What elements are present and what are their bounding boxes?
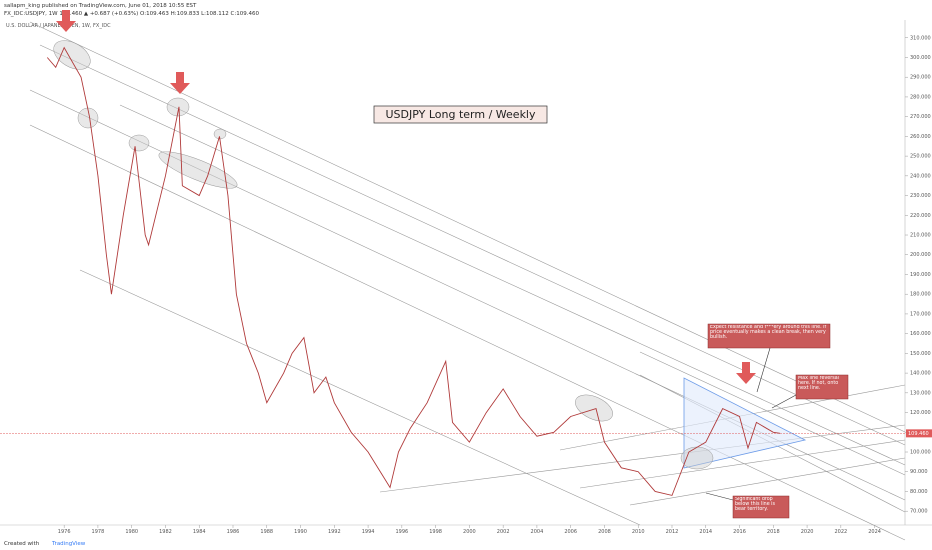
annotation-1-holder: Expect resistance and f***ery around thi…	[710, 325, 827, 340]
triangle	[683, 377, 807, 469]
annotation: Expect resistance and f***ery around thi…	[710, 325, 827, 340]
annotation-3-holder: Significant drop below this line is bear…	[735, 497, 776, 512]
y-tick-label: 300.000	[910, 55, 931, 61]
arrows	[56, 10, 756, 384]
y-tick-label: 190.000	[910, 272, 931, 278]
y-tick-label: 270.000	[910, 114, 931, 120]
x-tick-label: 2020	[801, 529, 814, 535]
x-tick-label: 2008	[598, 529, 611, 535]
symbol: U.S. DOLLAR / JAPANESE YEN, 1W, FX_IDC	[6, 23, 111, 29]
x-tick-label: 2000	[463, 529, 476, 535]
last-price-label: 109.460	[908, 431, 929, 437]
annotation: Significant drop below this line is bear…	[735, 497, 776, 512]
annotation: Max line reversal here. If not, onto nex…	[798, 376, 839, 391]
x-tick-label: 2024	[868, 529, 881, 535]
y-tick-label: 240.000	[910, 173, 931, 179]
y-tick-label: 280.000	[910, 94, 931, 100]
title-box	[373, 105, 548, 124]
y-tick-label: 250.000	[910, 154, 931, 160]
x-tick-label: 2022	[834, 529, 847, 535]
x-tick-label: 1994	[362, 529, 375, 535]
annotation-2-holder: Max line reversal here. If not, onto nex…	[798, 376, 839, 391]
y-tick-label: 260.000	[910, 134, 931, 140]
y-tick-label: 140.000	[910, 371, 931, 377]
y-tick-label: 310.000	[910, 35, 931, 41]
x-tick-label: 1996	[395, 529, 408, 535]
x-tick-label: 1992	[328, 529, 341, 535]
annotation-leaders	[705, 347, 797, 501]
x-tick-label: 2014	[699, 529, 712, 535]
x-tick-label: 1990	[294, 529, 307, 535]
x-tick-label: 2012	[666, 529, 679, 535]
x-tick-label: 1984	[193, 529, 206, 535]
x-tick-label: 1982	[159, 529, 172, 535]
y-tick-label: 100.000	[910, 450, 931, 456]
x-tick-label: 2004	[531, 529, 544, 535]
y-tick-label: 230.000	[910, 193, 931, 199]
trend-lines	[29, 21, 906, 541]
x-tick-label: 2002	[497, 529, 510, 535]
y-tick-label: 150.000	[910, 351, 931, 357]
x-tick-label: 2016	[733, 529, 746, 535]
footer-created: Created with	[4, 541, 40, 547]
y-tick-label: 210.000	[910, 233, 931, 239]
x-tick-label: 2018	[767, 529, 780, 535]
last-price-tag	[906, 429, 932, 438]
x-tick-label: 1986	[227, 529, 240, 535]
x-tick-label: 2006	[564, 529, 577, 535]
highlights	[53, 40, 714, 470]
price-line	[46, 46, 781, 496]
footer-brand: TradingView	[51, 541, 86, 547]
annotation-boxes	[707, 323, 849, 519]
chart-title: USDJPY Long term / Weekly	[386, 108, 536, 121]
y-tick-label: 120.000	[910, 410, 931, 416]
y-tick-label: 180.000	[910, 292, 931, 298]
y-tick-label: 160.000	[910, 331, 931, 337]
y-tick-label: 90.000	[910, 469, 928, 475]
y-tick-label: 200.000	[910, 252, 931, 258]
publisher: sallapm_king published on TradingView.co…	[4, 3, 197, 9]
y-tick-label: 290.000	[910, 75, 931, 81]
y-tick-label: 70.000	[910, 509, 928, 515]
x-tick-label: 1988	[260, 529, 273, 535]
y-tick-label: 220.000	[910, 213, 931, 219]
x-tick-label: 1980	[125, 529, 138, 535]
x-tick-label: 1998	[429, 529, 442, 535]
y-tick-label: 130.000	[910, 390, 931, 396]
x-tick-label: 2010	[632, 529, 645, 535]
y-tick-label: 80.000	[910, 489, 928, 495]
quote: FX_IDC:USDJPY, 1W 109.460 ▲ +0.687 (+0.6…	[4, 11, 259, 17]
x-tick-label: 1976	[58, 529, 71, 535]
x-tick-label: 1978	[92, 529, 105, 535]
y-tick-label: 170.000	[910, 311, 931, 317]
